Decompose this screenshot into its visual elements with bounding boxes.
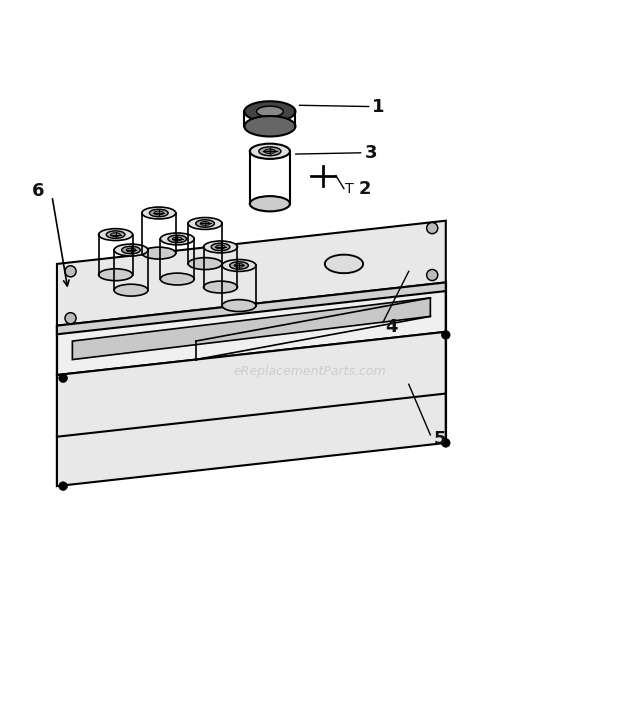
Circle shape bbox=[59, 482, 68, 491]
Ellipse shape bbox=[114, 244, 148, 256]
Ellipse shape bbox=[99, 269, 133, 281]
Ellipse shape bbox=[200, 222, 210, 225]
Ellipse shape bbox=[216, 245, 225, 249]
Ellipse shape bbox=[229, 262, 249, 270]
Ellipse shape bbox=[188, 257, 222, 270]
Circle shape bbox=[65, 266, 76, 277]
Ellipse shape bbox=[126, 248, 136, 252]
Text: 3: 3 bbox=[365, 144, 377, 162]
Ellipse shape bbox=[203, 281, 237, 293]
Ellipse shape bbox=[149, 209, 168, 217]
Ellipse shape bbox=[161, 233, 194, 245]
Polygon shape bbox=[57, 332, 446, 486]
Ellipse shape bbox=[222, 299, 256, 312]
Circle shape bbox=[441, 438, 450, 447]
Text: T: T bbox=[345, 182, 353, 195]
Circle shape bbox=[427, 222, 438, 234]
Ellipse shape bbox=[257, 106, 283, 117]
Ellipse shape bbox=[114, 284, 148, 296]
Ellipse shape bbox=[196, 220, 215, 227]
Ellipse shape bbox=[111, 232, 120, 237]
Ellipse shape bbox=[325, 255, 363, 273]
Ellipse shape bbox=[203, 241, 237, 253]
Circle shape bbox=[441, 331, 450, 339]
Ellipse shape bbox=[188, 217, 222, 230]
Ellipse shape bbox=[172, 237, 182, 241]
Text: 2: 2 bbox=[358, 180, 371, 198]
Ellipse shape bbox=[259, 147, 281, 155]
Ellipse shape bbox=[211, 243, 230, 251]
Ellipse shape bbox=[250, 196, 290, 211]
Circle shape bbox=[59, 374, 68, 382]
Ellipse shape bbox=[222, 260, 256, 272]
Ellipse shape bbox=[99, 229, 133, 240]
Text: eReplacementParts.com: eReplacementParts.com bbox=[234, 366, 386, 379]
Ellipse shape bbox=[234, 264, 244, 267]
Ellipse shape bbox=[244, 116, 296, 136]
Ellipse shape bbox=[168, 235, 187, 242]
Ellipse shape bbox=[142, 247, 175, 259]
Polygon shape bbox=[73, 298, 430, 359]
Circle shape bbox=[65, 313, 76, 324]
Polygon shape bbox=[57, 282, 446, 375]
Polygon shape bbox=[57, 221, 446, 326]
Ellipse shape bbox=[142, 207, 175, 219]
Text: 6: 6 bbox=[32, 182, 45, 200]
Ellipse shape bbox=[264, 149, 275, 153]
Ellipse shape bbox=[106, 231, 125, 238]
Circle shape bbox=[427, 270, 438, 281]
Text: 4: 4 bbox=[385, 318, 398, 336]
Ellipse shape bbox=[122, 246, 140, 254]
Text: 1: 1 bbox=[372, 98, 384, 116]
Ellipse shape bbox=[154, 211, 164, 215]
Polygon shape bbox=[57, 282, 446, 334]
Ellipse shape bbox=[250, 143, 290, 159]
Ellipse shape bbox=[161, 273, 194, 285]
Text: 5: 5 bbox=[433, 430, 446, 448]
Ellipse shape bbox=[244, 101, 296, 122]
